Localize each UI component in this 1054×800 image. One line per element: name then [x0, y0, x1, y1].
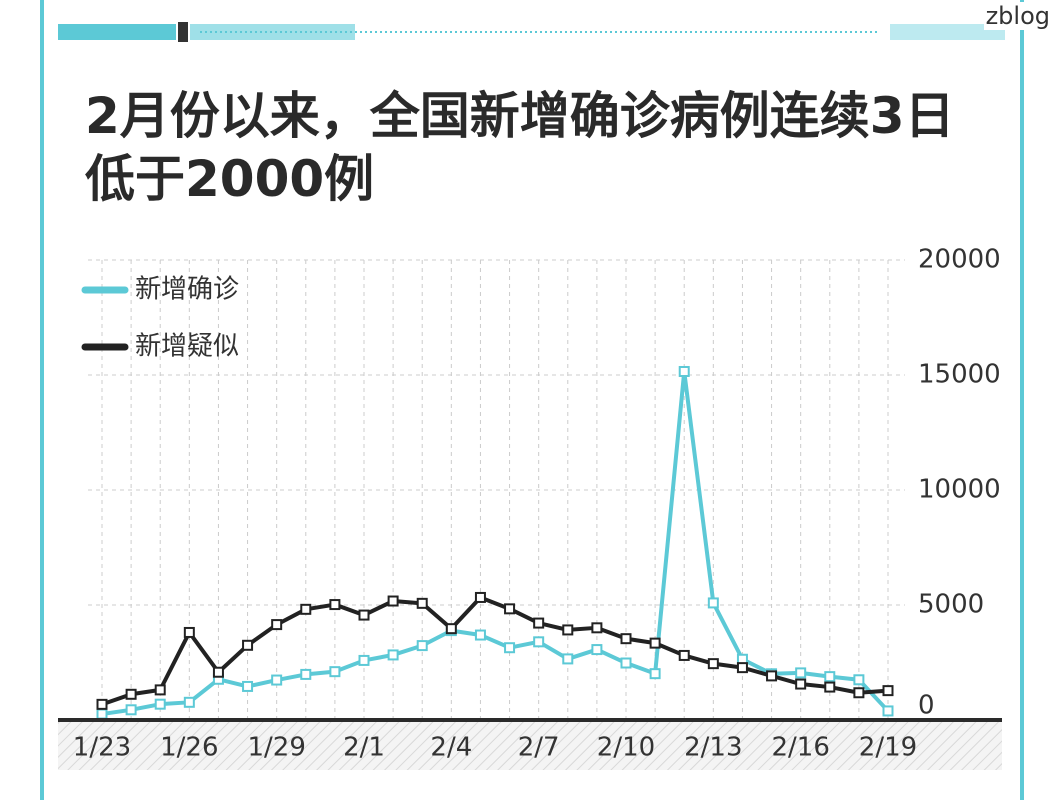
point [504, 642, 516, 654]
point [678, 366, 690, 378]
point [300, 603, 312, 615]
point [795, 678, 807, 690]
point [882, 685, 894, 697]
x-tick-label: 2/10 [597, 733, 655, 763]
point [882, 705, 894, 717]
point [96, 698, 108, 710]
point [649, 668, 661, 680]
point [853, 687, 865, 699]
point [824, 671, 836, 683]
point [329, 666, 341, 678]
x-tick-label: 2/13 [684, 733, 742, 763]
point [416, 640, 428, 652]
point [474, 629, 486, 641]
point [620, 633, 632, 645]
point [504, 603, 516, 615]
decor [58, 24, 176, 40]
x-tick-label: 1/23 [73, 733, 131, 763]
x-tick-label: 1/26 [160, 733, 218, 763]
point [736, 662, 748, 674]
point [649, 637, 661, 649]
point [358, 609, 370, 621]
legend-label: 新增疑似 [135, 332, 239, 362]
point [853, 674, 865, 686]
series-line [101, 369, 890, 717]
point [707, 658, 719, 670]
y-tick-label: 0 [918, 691, 935, 721]
point [824, 681, 836, 693]
point [183, 696, 195, 708]
point [125, 688, 137, 700]
y-tick-label: 20000 [918, 245, 1001, 275]
axis-band [58, 722, 1002, 770]
point [300, 668, 312, 680]
point [620, 657, 632, 669]
x-tick-label: 2/1 [343, 733, 385, 763]
legend-label: 新增确诊 [135, 275, 239, 305]
plot: 0 5000 10000 15000 20000 [88, 245, 1001, 721]
point [591, 644, 603, 656]
point [242, 639, 254, 651]
x-tick-label: 2/19 [859, 733, 917, 763]
y-tick-label: 10000 [918, 475, 1001, 505]
point [154, 684, 166, 696]
point [678, 649, 690, 661]
point [212, 666, 224, 678]
x-tick-label: 2/4 [430, 733, 472, 763]
point [533, 636, 545, 648]
point [562, 624, 574, 636]
x-tick-label: 2/16 [771, 733, 829, 763]
point [387, 649, 399, 661]
chart-title: 2月份以来，全国新增确诊病例连续3日低于2000例 [85, 87, 955, 208]
point [707, 597, 719, 609]
point [271, 619, 283, 631]
point [183, 626, 195, 638]
point [533, 617, 545, 629]
point [271, 674, 283, 686]
point [416, 597, 428, 609]
y-tick-label: 15000 [918, 360, 1001, 390]
x-tick-label: 1/29 [247, 733, 305, 763]
y-tick-label: 5000 [918, 590, 984, 620]
point [154, 698, 166, 710]
point [445, 623, 457, 635]
x-tick-label: 2/7 [518, 733, 560, 763]
point [96, 708, 108, 720]
decor [890, 24, 1005, 40]
decor [178, 22, 188, 42]
watermark: zblog [983, 2, 1052, 30]
decor [190, 24, 355, 40]
point [329, 599, 341, 611]
point [795, 667, 807, 679]
point [474, 591, 486, 603]
point [562, 653, 574, 665]
point [591, 622, 603, 634]
point [387, 595, 399, 607]
point [766, 670, 778, 682]
point [125, 704, 137, 716]
series-line [101, 595, 889, 707]
point [242, 680, 254, 692]
point [358, 654, 370, 666]
